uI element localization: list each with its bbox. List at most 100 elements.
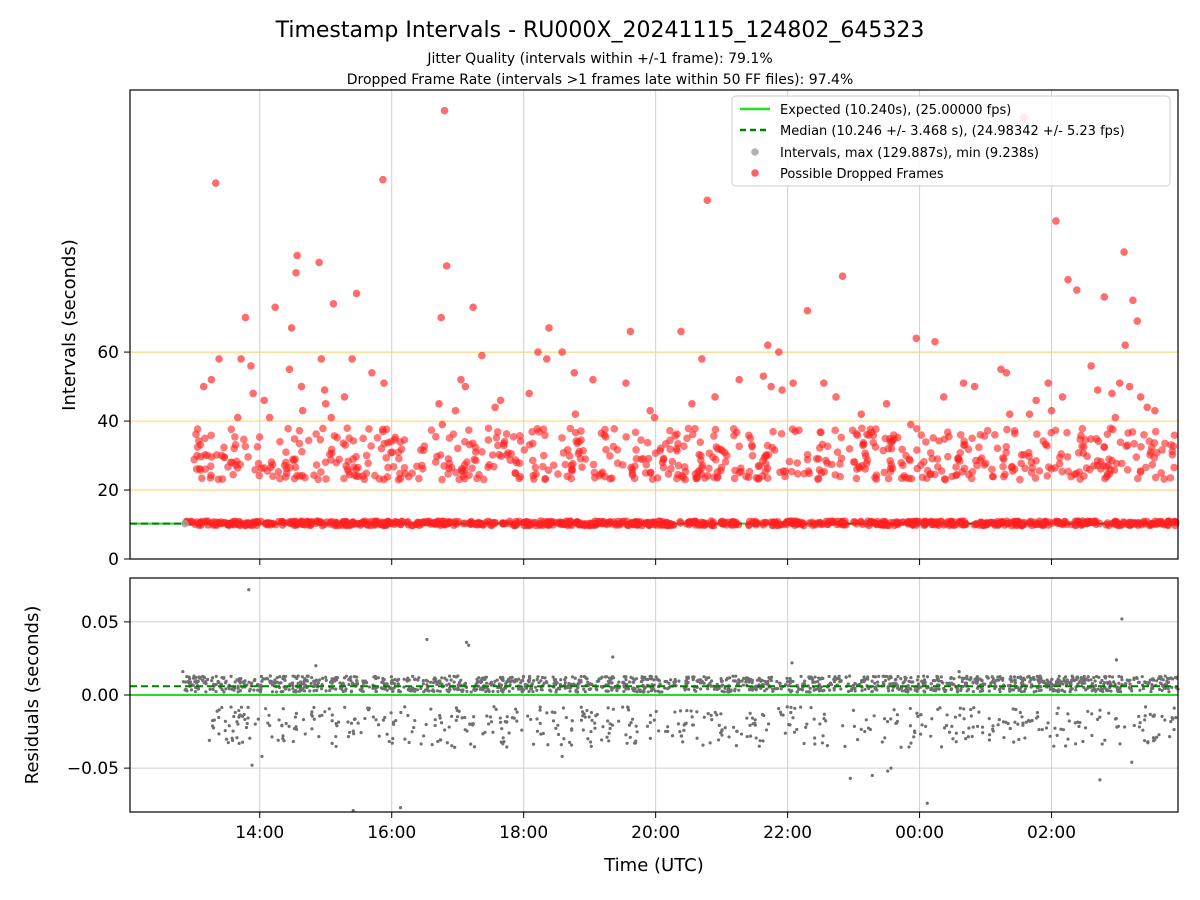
dropped-frame-point [469, 303, 477, 312]
residual-point [1030, 718, 1034, 723]
residual-point [312, 705, 316, 710]
residual-point [440, 676, 444, 680]
dropped-frame-point [534, 348, 542, 356]
dropped-frame-point [769, 427, 777, 436]
residual-point [813, 675, 817, 679]
dropped-frame-point [853, 465, 861, 473]
legend-dropped-label: Possible Dropped Frames [780, 167, 944, 182]
residual-point [422, 734, 426, 738]
residual-point [553, 710, 557, 715]
residual-point [627, 723, 632, 727]
residual-point [606, 719, 610, 723]
residual-point [1037, 681, 1041, 685]
dropped-frame-point [991, 431, 999, 439]
dropped-frame-point [520, 446, 529, 454]
dropped-frame-point [1111, 413, 1120, 422]
residual-point [364, 680, 369, 685]
residual-point [899, 745, 903, 749]
residual-point [966, 735, 970, 739]
residual-point [296, 674, 300, 678]
residuals-data [130, 588, 1180, 813]
residual-point [350, 681, 355, 685]
residual-point [957, 670, 961, 674]
residual-point [391, 689, 395, 693]
residual-point [750, 687, 754, 691]
residual-point [748, 723, 752, 727]
residual-point [581, 714, 585, 718]
residual-point [875, 680, 880, 684]
residual-point [1060, 688, 1064, 693]
residual-point [515, 710, 519, 714]
interval-point [876, 519, 885, 528]
residuals-x-ticks: 14:00 16:00 18:00 20:00 22:00 00:00 02:00 [235, 812, 1076, 843]
dropped-frame-point [836, 472, 845, 481]
residual-point [473, 686, 477, 690]
residual-point [454, 675, 458, 679]
residual-point [194, 675, 198, 680]
residual-point [1100, 742, 1104, 746]
residual-point [1160, 688, 1164, 693]
residual-point [393, 678, 397, 682]
residual-point [371, 686, 375, 690]
dropped-frame-point [380, 379, 388, 387]
dropped-frame-point [777, 430, 786, 438]
residual-point [1160, 683, 1165, 688]
residual-point [507, 731, 511, 735]
residual-point [1023, 678, 1027, 682]
residual-point [916, 675, 920, 679]
residual-point [939, 675, 943, 679]
dropped-frame-point [959, 379, 968, 387]
interval-point [446, 518, 455, 526]
residual-point [972, 706, 976, 710]
residual-point [595, 688, 599, 692]
residual-point [1115, 725, 1119, 729]
residual-point [692, 675, 696, 679]
residual-point [787, 722, 791, 727]
dropped-frame-point [365, 425, 373, 433]
dropped-frame-point [1116, 438, 1125, 447]
residual-point [502, 687, 506, 691]
residual-point [489, 681, 493, 685]
dropped-frame-point [241, 313, 250, 322]
dropped-frame-point [395, 454, 403, 463]
dropped-frame-point [600, 431, 609, 439]
residual-point [906, 684, 910, 688]
residual-point [877, 674, 881, 678]
dropped-frame-point [1103, 430, 1112, 438]
residual-point [344, 687, 348, 691]
residual-point [1137, 725, 1142, 729]
residual-point [266, 721, 270, 725]
residual-point [320, 687, 324, 691]
interval-point [928, 520, 936, 529]
residual-point [296, 681, 300, 685]
dropped-frame-point [1035, 467, 1044, 475]
residual-point [1019, 681, 1024, 685]
dropped-frame-point [244, 453, 252, 461]
residual-point [237, 741, 241, 746]
residual-point [532, 679, 536, 683]
residual-point [757, 744, 761, 748]
interval-point [1145, 521, 1154, 530]
interval-point [869, 518, 878, 527]
residuals-panel: −0.050.000.05 14:00 16:00 18:00 20:00 22:00 0… [22, 577, 1180, 843]
dropped-frame-point [861, 449, 869, 457]
residual-point [955, 686, 959, 690]
residual-point [593, 721, 597, 725]
interval-point [413, 518, 422, 527]
residual-point [531, 690, 535, 694]
residual-point [1066, 712, 1070, 716]
residual-point [1037, 727, 1041, 732]
residual-point [1098, 778, 1102, 782]
residual-point [538, 708, 542, 712]
dropped-frame-point [666, 436, 674, 445]
residual-point [942, 687, 946, 691]
residual-point [455, 715, 460, 719]
residual-point [713, 710, 717, 714]
residual-point [766, 722, 771, 726]
interval-point [335, 521, 343, 530]
residual-point [210, 679, 214, 683]
residual-point [699, 687, 703, 691]
residual-point [517, 677, 521, 681]
dropped-frame-point [274, 467, 283, 476]
residual-point [1165, 676, 1170, 681]
